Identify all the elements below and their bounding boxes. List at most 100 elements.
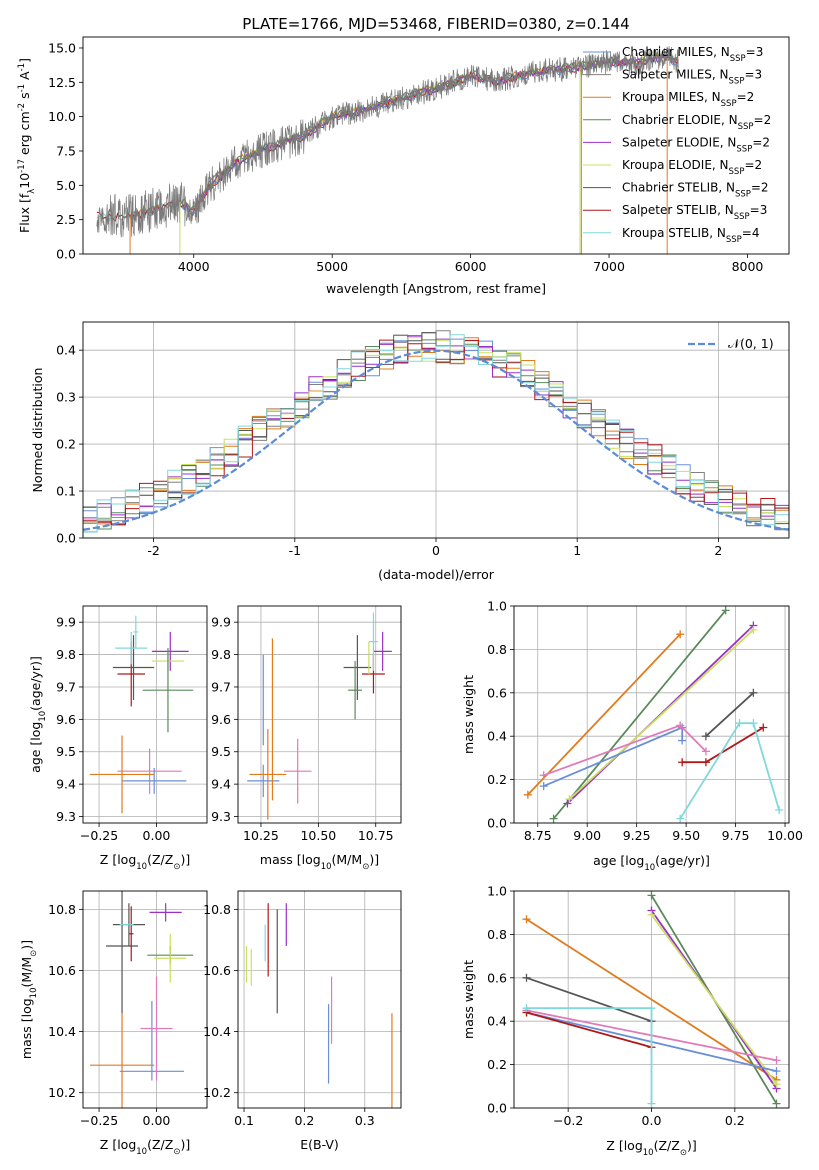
- x-axis-label: (data-model)/error: [378, 567, 495, 582]
- legend-entry: Salpeter STELIB, NSSP=3: [622, 203, 767, 222]
- y-tick-label: 9.6: [211, 712, 231, 727]
- data-point: [368, 612, 379, 671]
- y-tick-label: 10.8: [203, 902, 231, 917]
- legend-entry: Kroupa ELODIE, NSSP=2: [622, 158, 762, 177]
- data-point: [154, 933, 187, 983]
- weight-marker: [701, 747, 710, 756]
- age-vs-mass-axes: 10.25 10.50 10.75 9.3 9.4 9.5 9.6 9.7 9.8 9.9 mass…: [211, 605, 402, 872]
- x-tick-label: 5000: [316, 259, 348, 274]
- x-tick-label: -2: [147, 543, 159, 558]
- plot-area: [245, 903, 393, 1108]
- legend-entry: Salpeter ELODIE, NSSP=2: [622, 135, 770, 154]
- weight-marker: [676, 814, 685, 823]
- y-tick-label: 10.8: [48, 902, 76, 917]
- weight-line: [682, 726, 764, 764]
- legend-entry: Salpeter MILES, NSSP=3: [622, 68, 762, 87]
- x-tick-label: 0: [432, 543, 440, 558]
- x-tick-label: −0.25: [80, 828, 118, 843]
- legend-entry: Chabrier MILES, NSSP=3: [622, 45, 763, 64]
- plot-area: [89, 615, 194, 814]
- weight-marker: [772, 1080, 781, 1089]
- y-tick-label: 0.4: [487, 729, 507, 744]
- y-tick-label: 9.8: [211, 647, 231, 662]
- data-point: [373, 631, 392, 671]
- x-tick-label: -1: [289, 543, 301, 558]
- y-tick-label: 9.4: [56, 777, 76, 792]
- plot-area: [522, 891, 781, 1108]
- data-point: [283, 738, 312, 804]
- data-point: [128, 906, 134, 962]
- grid: [83, 891, 207, 1108]
- x-tick-label: 0.0: [642, 1113, 662, 1128]
- x-tick-label: 0.00: [143, 828, 171, 843]
- data-point: [140, 976, 173, 1081]
- data-point: [112, 635, 155, 700]
- weight-marker: [772, 1056, 781, 1065]
- data-point: [133, 615, 139, 649]
- x-tick-label: 9.00: [573, 828, 601, 843]
- weight-line: [552, 609, 727, 820]
- y-tick-label: 0.0: [487, 816, 507, 831]
- legend-entry: Kroupa STELIB, NSSP=4: [622, 226, 760, 245]
- x-tick-label: 0.3: [355, 1113, 375, 1128]
- y-tick-label: 9.8: [56, 647, 76, 662]
- y-tick-label: 0.0: [487, 1101, 507, 1116]
- y-tick-label: 9.7: [56, 679, 76, 694]
- plot-area: [523, 606, 784, 823]
- x-axis-label: wavelength [Angstrom, rest frame]: [326, 281, 546, 296]
- x-tick-label: 9.50: [672, 828, 700, 843]
- weight-marker: [678, 758, 687, 767]
- y-tick-label: 1.0: [487, 599, 507, 614]
- model-spectrum-line: [179, 50, 679, 211]
- y-tick-label: 9.9: [56, 615, 76, 630]
- x-tick-label: 1: [573, 543, 581, 558]
- weight-marker: [549, 814, 558, 823]
- legend: Chabrier MILES, NSSP=3 Salpeter MILES, NS…: [583, 45, 771, 245]
- legend-entry: 𝒩(0, 1): [728, 336, 774, 351]
- y-tick-label: 10.2: [203, 1085, 231, 1100]
- weight-marker: [749, 719, 758, 728]
- grid: [83, 606, 207, 823]
- weight-line: [526, 976, 652, 1023]
- y-tick-label: 0.4: [56, 343, 76, 358]
- y-tick-label: 0.3: [56, 390, 76, 405]
- x-tick-label: 2: [714, 543, 722, 558]
- y-tick-label: 9.5: [211, 744, 231, 759]
- y-axis-label: Flux [fλ10-17 erg cm-2 s-1 A-1]: [17, 58, 37, 233]
- data-point: [105, 891, 139, 1014]
- plot-area: [96, 45, 679, 254]
- y-tick-label: 9.4: [211, 777, 231, 792]
- weight-marker: [522, 1004, 531, 1013]
- mass-vs-Z-axes: −0.25 0.00 10.2 10.4 10.6 10.8 Z [log10(Z/Z⊙)]…: [19, 890, 208, 1157]
- y-tick-label: 0.8: [487, 927, 507, 942]
- x-tick-label: 9.25: [623, 828, 651, 843]
- axes-frame: [82, 321, 790, 539]
- plot-area: [247, 612, 392, 820]
- data-point: [249, 729, 287, 820]
- grid: [238, 891, 401, 1108]
- x-tick-label: 0.00: [143, 1113, 171, 1128]
- weight-marker: [749, 688, 758, 697]
- y-tick-label: 10.2: [48, 1085, 76, 1100]
- y-tick-label: 10.6: [203, 963, 231, 978]
- weight-marker: [647, 1004, 656, 1013]
- data-point: [89, 1013, 155, 1108]
- weight-marker: [735, 719, 744, 728]
- y-tick-label: 9.3: [56, 809, 76, 824]
- weight-marker: [772, 1099, 781, 1108]
- axes-frame: [82, 605, 208, 824]
- y-axis-label: age [log10(age/yr)]: [28, 656, 48, 773]
- x-tick-label: −0.2: [553, 1113, 583, 1128]
- weight-marker: [749, 625, 758, 634]
- weight-line: [526, 1011, 652, 1049]
- legend-entry: Kroupa MILES, NSSP=2: [622, 90, 754, 109]
- y-tick-label: 10.6: [48, 963, 76, 978]
- x-tick-label: 8.75: [524, 828, 552, 843]
- x-tick-label: 9.75: [722, 828, 750, 843]
- x-tick-label: 10.25: [243, 828, 279, 843]
- y-tick-label: 9.6: [56, 712, 76, 727]
- axes-frame: [82, 890, 208, 1109]
- age-vs-Z-axes: −0.25 0.00 9.3 9.4 9.5 9.6 9.7 9.8 9.9 Z [log10(Z…: [28, 605, 208, 872]
- data-point: [122, 767, 187, 794]
- weight-vs-Z-axes: −0.2 0.0 0.2 0.0 0.2 0.4 0.6 0.8 1.0 Z [log10(Z/Z…: [461, 884, 790, 1158]
